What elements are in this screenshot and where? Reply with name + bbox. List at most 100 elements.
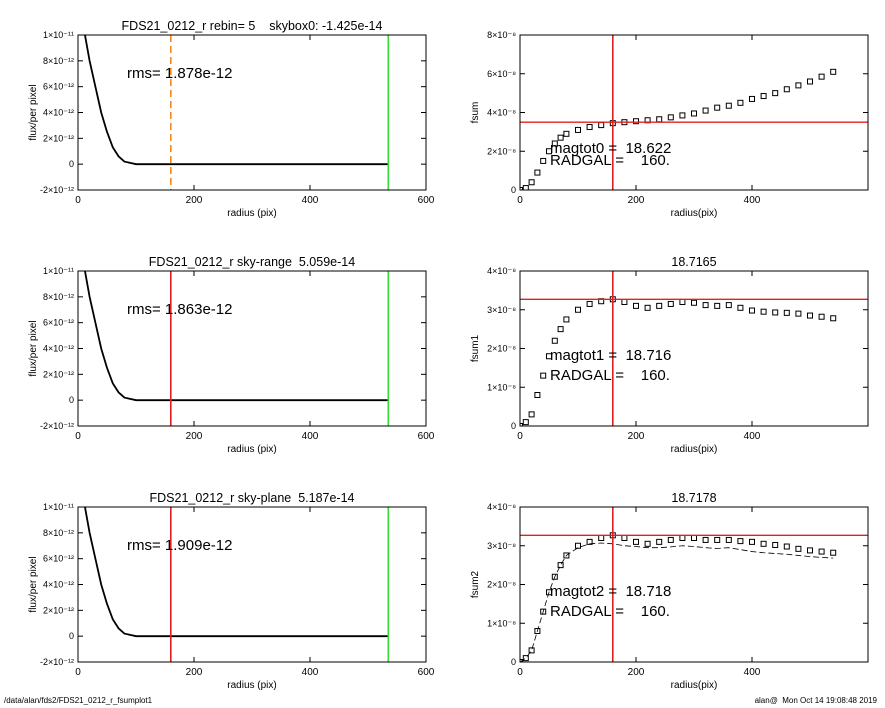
plot-area: [520, 271, 868, 426]
y-tick-label: 6×10⁻⁸: [487, 69, 516, 79]
data-point: [714, 536, 721, 543]
plot-area: [84, 271, 390, 426]
profile-line: [84, 35, 389, 166]
panel: radius(pix) fsum 0 200 400 0 2×10⁻⁸ 4×10⁻⁸ 6×10⁻…: [470, 30, 869, 219]
plot-frame: [519, 270, 869, 427]
plot-frame: [77, 270, 427, 427]
y-tick-label: 6×10⁻¹²: [43, 554, 74, 564]
annotation: RADGAL = 160.: [550, 367, 670, 384]
x-tick-label: 200: [628, 667, 645, 678]
y-tick-label: 4×10⁻¹²: [43, 344, 74, 354]
data-point: [830, 68, 837, 75]
data-point: [772, 309, 779, 316]
y-tick-label: 0: [511, 657, 516, 667]
x-axis-label: radius(pix): [671, 208, 718, 219]
y-tick-label: 6×10⁻¹²: [43, 318, 74, 328]
data-point: [598, 122, 605, 129]
y-tick-label: 0: [69, 395, 74, 405]
annotation: rms= 1.863e-12: [127, 301, 232, 318]
x-tick-label: 200: [186, 431, 203, 442]
annotation: RADGAL = 160.: [550, 152, 670, 169]
data-point: [783, 543, 790, 550]
data-point: [691, 110, 697, 117]
profile-line: [84, 507, 389, 638]
y-tick-label: 1×10⁻¹¹: [43, 266, 74, 276]
data-point: [691, 535, 697, 541]
data-point: [818, 73, 825, 80]
data-point: [679, 112, 686, 119]
data-point: [772, 541, 779, 548]
plot-area: [84, 507, 390, 662]
plot-frame: [77, 506, 427, 663]
data-point: [795, 310, 802, 317]
x-tick-label: 0: [517, 667, 523, 678]
data-point: [540, 157, 547, 164]
y-tick-label: 3×10⁻⁸: [487, 305, 516, 315]
plot-frame: [519, 506, 869, 663]
x-tick-label: 200: [186, 667, 203, 678]
data-point: [557, 326, 564, 333]
x-tick-label: 400: [744, 667, 761, 678]
y-tick-label: 8×10⁻¹²: [43, 528, 74, 538]
data-point: [557, 562, 564, 569]
data-point: [725, 302, 732, 309]
panel: 18.7178 radius(pix) fsum2 0 200 400 0 1×10⁻⁸ 2×1…: [470, 491, 869, 691]
y-tick-label: 2×10⁻¹²: [43, 133, 74, 143]
panel-title: FDS21_0212_r sky-range 5.059e-14: [149, 255, 355, 269]
y-tick-label: -2×10⁻¹²: [40, 421, 74, 431]
y-tick-label: 1×10⁻¹¹: [43, 502, 74, 512]
y-tick-label: 1×10⁻⁸: [487, 382, 516, 392]
y-tick-label: 2×10⁻⁸: [487, 344, 516, 354]
data-point: [540, 372, 547, 379]
y-tick-label: 8×10⁻⁸: [487, 30, 516, 40]
data-point: [575, 306, 581, 313]
y-tick-label: -2×10⁻¹²: [40, 185, 74, 195]
plot-frame: [77, 34, 427, 191]
data-point: [795, 82, 802, 89]
panel-title: FDS21_0212_r rebin= 5 skybox0: -1.425e-1…: [122, 19, 383, 33]
data-point: [528, 647, 535, 654]
annotation: magtot0 = 18.622: [550, 140, 671, 157]
y-axis-label: flux/per pixel: [28, 320, 39, 376]
data-point: [737, 304, 744, 311]
y-axis-label: flux/per pixel: [28, 556, 39, 612]
data-point: [702, 302, 709, 309]
x-tick-label: 0: [75, 667, 81, 678]
data-point: [749, 538, 755, 545]
data-point: [551, 337, 558, 344]
x-tick-label: 400: [744, 431, 761, 442]
data-point: [830, 315, 837, 322]
x-tick-label: 600: [418, 431, 435, 442]
data-point: [725, 102, 732, 109]
y-tick-label: 8×10⁻¹²: [43, 56, 74, 66]
y-tick-label: 1×10⁻⁸: [487, 618, 516, 628]
y-tick-label: 4×10⁻⁸: [487, 502, 516, 512]
data-point: [644, 304, 651, 311]
data-point: [679, 299, 686, 305]
data-point: [586, 124, 593, 131]
x-axis-label: radius(pix): [671, 680, 718, 691]
x-tick-label: 600: [418, 195, 435, 206]
data-point: [807, 312, 813, 319]
y-tick-label: 6×10⁻¹²: [43, 82, 74, 92]
y-tick-label: 2×10⁻¹²: [43, 605, 74, 615]
y-tick-label: 4×10⁻¹²: [43, 108, 74, 118]
panel: FDS21_0212_r rebin= 5 skybox0: -1.425e-1…: [28, 19, 435, 219]
x-tick-label: 0: [75, 431, 81, 442]
data-point: [563, 130, 570, 137]
data-point: [737, 99, 744, 106]
data-point: [598, 535, 605, 541]
data-point: [534, 169, 541, 176]
profile-line: [84, 271, 389, 402]
y-axis-label: fsum1: [470, 334, 481, 362]
panel: FDS21_0212_r sky-range 5.059e-14 radius (…: [28, 255, 435, 455]
data-point: [772, 90, 779, 97]
data-point: [667, 536, 674, 543]
y-tick-label: 1×10⁻¹¹: [43, 30, 74, 40]
x-tick-label: 600: [418, 667, 435, 678]
data-point: [534, 628, 541, 634]
data-point: [667, 114, 674, 121]
y-axis-label: fsum2: [470, 570, 481, 598]
data-point: [621, 535, 628, 541]
y-axis-label: fsum: [470, 102, 481, 124]
